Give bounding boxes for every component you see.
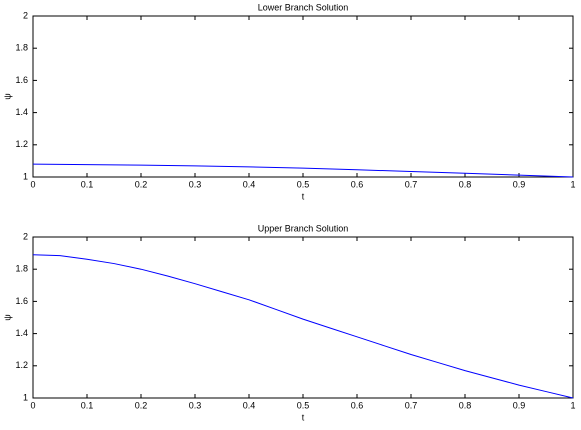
y-tick-label: 1.8 [15,264,28,274]
x-tick-label: 0.2 [135,400,148,410]
y-tick-label: 1.6 [15,75,28,85]
x-tick-label: 0.3 [189,400,202,410]
y-tick-label: 1.4 [15,107,28,117]
y-tick-label: 2 [23,231,28,241]
x-tick-label: 0.9 [513,400,526,410]
x-tick-label: 0.5 [297,400,310,410]
y-tick-label: 1.6 [15,296,28,306]
line-series [32,163,574,178]
x-tick-label: 0.8 [459,400,472,410]
x-tick-label: 0.9 [513,179,526,189]
x-axis-label: t [302,191,305,201]
chart-title: Lower Branch Solution [258,2,349,12]
chart-title: Upper Branch Solution [258,223,349,233]
x-tick-label: 0.2 [135,179,148,189]
x-tick-label: 0.7 [405,179,418,189]
line-series [32,254,574,399]
y-tick-label: 1.8 [15,43,28,53]
plot-area [32,15,574,178]
x-tick-label: 0.7 [405,400,418,410]
x-tick-label: 0.5 [297,179,310,189]
x-tick-label: 1 [570,179,575,189]
y-tick-label: 1.2 [15,360,28,370]
y-tick-label: 1 [23,171,28,181]
y-tick-label: 1.4 [15,328,28,338]
x-tick-label: 0 [30,400,35,410]
y-tick-label: 1.2 [15,139,28,149]
x-tick-label: 0.6 [351,179,364,189]
x-tick-label: 0.6 [351,400,364,410]
x-tick-label: 0 [30,179,35,189]
x-tick-label: 0.1 [81,400,94,410]
x-axis-label: t [302,412,305,422]
x-tick-label: 0.3 [189,179,202,189]
x-tick-label: 0.8 [459,179,472,189]
y-tick-label: 2 [23,10,28,20]
x-tick-label: 1 [570,400,575,410]
plot-area [32,236,574,399]
y-axis-label: ψ [2,93,12,99]
x-tick-label: 0.4 [243,179,256,189]
y-tick-label: 1 [23,392,28,402]
x-tick-label: 0.1 [81,179,94,189]
y-axis-label: ψ [2,314,12,320]
x-tick-label: 0.4 [243,400,256,410]
